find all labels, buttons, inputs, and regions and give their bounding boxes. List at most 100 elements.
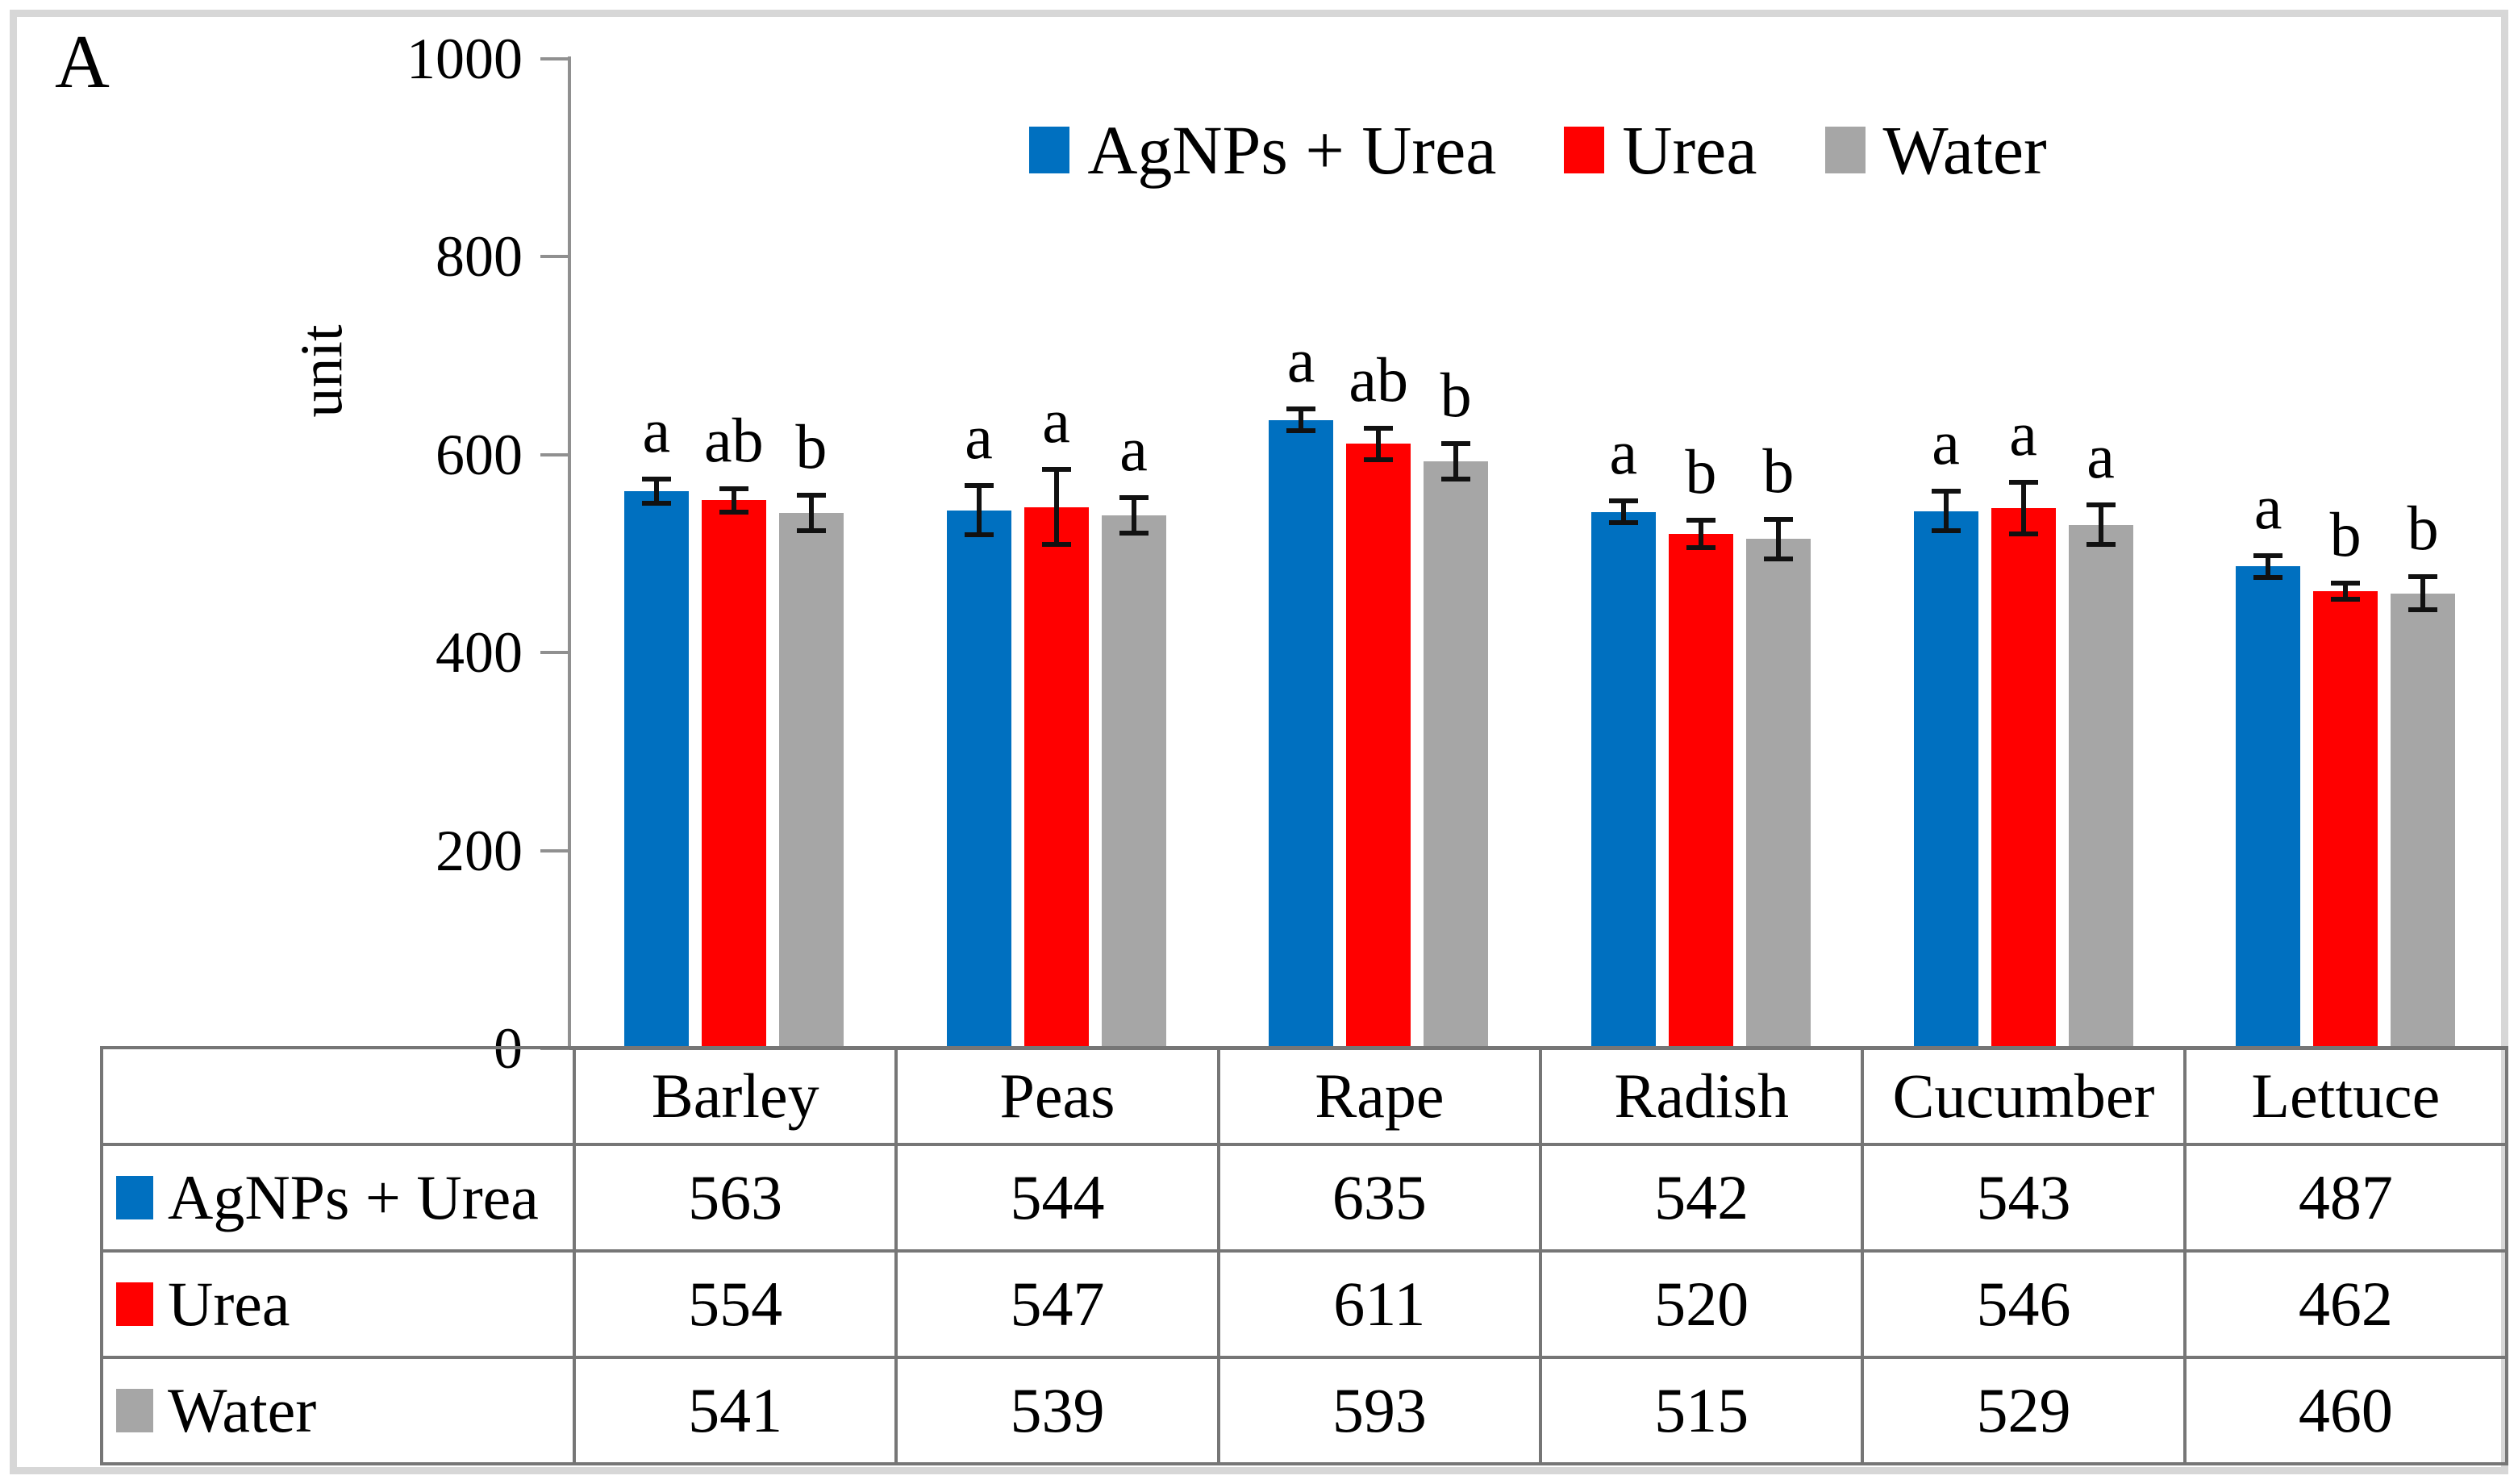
error-bar-cap: [2331, 596, 2361, 602]
table-value-cell: 462: [2182, 1249, 2509, 1359]
error-bar-cap: [964, 482, 994, 488]
error-bar: [1131, 497, 1136, 533]
y-tick-label: 800: [436, 224, 523, 290]
y-axis-title: unit: [289, 324, 356, 418]
error-bar-cap: [1686, 545, 1715, 551]
significance-letter: a: [642, 395, 671, 466]
bar-Water-barley: [778, 513, 844, 1048]
error-bar: [2420, 576, 2426, 611]
table-row-label: Water: [100, 1356, 576, 1465]
table-corner-blank: [100, 1046, 576, 1146]
table-value-cell: 563: [572, 1143, 898, 1253]
table-col-header: Cucumber: [1861, 1046, 2187, 1146]
error-bar-cap: [1441, 477, 1471, 482]
bar-Urea-cucumber: [1991, 508, 2056, 1048]
bar-Water-lettuce: [2391, 593, 2456, 1048]
table-row-label-text: Water: [168, 1375, 317, 1445]
error-bar-cap: [1763, 556, 1793, 561]
bar-Water-peas: [1101, 515, 1166, 1048]
error-bar-cap: [2408, 573, 2438, 579]
legend-item: Water: [1824, 110, 2047, 190]
error-bar: [808, 495, 814, 531]
table-row-swatch: [116, 1282, 153, 1326]
table-value-cell: 547: [894, 1249, 1220, 1359]
bar-Urea-peas: [1023, 506, 1089, 1048]
error-bar: [1698, 519, 1703, 548]
error-bar-cap: [1608, 520, 1638, 526]
y-tick-mark: [540, 255, 569, 259]
significance-letter: b: [2407, 492, 2439, 563]
error-bar: [731, 488, 736, 512]
table-value-cell: 520: [1538, 1249, 1865, 1359]
significance-letter: a: [1609, 417, 1638, 488]
table-row-label: Urea: [100, 1249, 576, 1359]
error-bar-cap: [1364, 456, 1394, 462]
table-col-header: Rape: [1216, 1046, 1542, 1146]
error-bar-cap: [2253, 574, 2283, 580]
legend-swatch: [1029, 127, 1070, 173]
error-bar-cap: [1041, 467, 1071, 473]
significance-letter: a: [1042, 386, 1070, 456]
table-row-label: AgNPs + Urea: [100, 1143, 576, 1253]
significance-letter: b: [1762, 435, 1795, 506]
significance-letter: b: [2329, 499, 2362, 570]
error-bar-cap: [2086, 542, 2116, 548]
table-col-header: Peas: [894, 1046, 1220, 1146]
significance-letter: b: [1440, 360, 1472, 431]
table-value-cell: 554: [572, 1249, 898, 1359]
y-tick-mark: [540, 848, 569, 852]
legend-item: Urea: [1564, 110, 1757, 190]
error-bar-cap: [1119, 494, 1149, 500]
significance-letter: ab: [704, 404, 764, 475]
error-bar: [1299, 409, 1304, 431]
table-value-cell: 460: [2182, 1356, 2509, 1465]
error-bar-cap: [1686, 517, 1715, 523]
legend-label: AgNPs + Urea: [1087, 111, 1497, 189]
error-bar: [2098, 505, 2103, 545]
table-row-label-inner: Urea: [105, 1268, 571, 1340]
y-tick-mark: [540, 651, 569, 655]
error-bar-cap: [1364, 425, 1394, 431]
table-value-cell: 529: [1861, 1356, 2187, 1465]
y-tick-label: 600: [436, 422, 523, 487]
error-bar: [2343, 583, 2349, 599]
table-row-swatch: [116, 1389, 153, 1432]
table-col-header: Barley: [572, 1046, 898, 1146]
bar-Urea-radish: [1668, 533, 1733, 1048]
table-value-cell: 635: [1216, 1143, 1542, 1253]
error-bar-cap: [796, 493, 826, 498]
table-row: Urea 554 547 611 520 546 462: [100, 1249, 2509, 1359]
table-value-cell: 541: [572, 1356, 898, 1465]
data-table: Barley Peas Rape Radish Cucumber Lettuce AgNPs…: [100, 1046, 2509, 1465]
significance-letter: b: [795, 411, 828, 482]
table-value-cell: 611: [1216, 1249, 1542, 1359]
bar-AgNPs-Urea-radish: [1590, 511, 1656, 1048]
bar-AgNPs-Urea-cucumber: [1913, 511, 1978, 1048]
bar-AgNPs-Urea-rape: [1269, 419, 1334, 1048]
error-bar: [1053, 469, 1059, 545]
error-bar-cap: [796, 528, 826, 534]
error-bar: [1775, 519, 1781, 559]
significance-letter: a: [1932, 407, 1960, 478]
error-bar: [2020, 482, 2026, 534]
significance-letter: a: [2087, 421, 2115, 492]
bar-AgNPs-Urea-peas: [946, 510, 1011, 1048]
error-bar-cap: [641, 477, 671, 482]
bar-Water-rape: [1424, 461, 1489, 1048]
significance-letter: a: [2253, 471, 2282, 542]
error-bar-cap: [719, 486, 748, 491]
table-value-cell: 539: [894, 1356, 1220, 1465]
table-value-cell: 515: [1538, 1356, 1865, 1465]
error-bar: [1943, 491, 1949, 531]
y-tick-label: 400: [436, 620, 523, 686]
error-bar-cap: [2253, 552, 2283, 558]
bar-Urea-lettuce: [2313, 591, 2378, 1048]
error-bar: [2266, 555, 2271, 577]
table-value-cell: 544: [894, 1143, 1220, 1253]
error-bar-cap: [1763, 516, 1793, 522]
table-row-label-text: Urea: [168, 1269, 290, 1339]
bar-Water-radish: [1745, 539, 1811, 1048]
legend-item: AgNPs + Urea: [1029, 110, 1496, 190]
table-col-header: Lettuce: [2182, 1046, 2509, 1146]
error-bar: [1620, 501, 1626, 523]
